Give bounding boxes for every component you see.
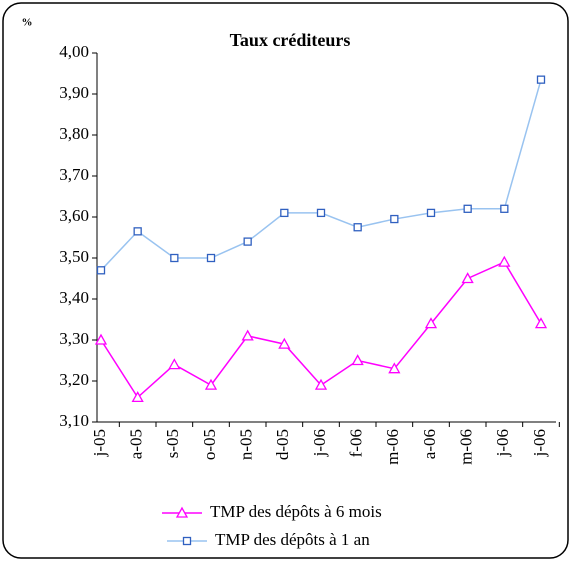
point-marker	[461, 272, 474, 284]
x-tick-label: j-06	[493, 429, 512, 457]
point-marker	[206, 253, 216, 263]
point-marker	[390, 214, 399, 224]
point-marker	[351, 354, 364, 366]
point-marker	[498, 255, 511, 267]
x-tick-label: s-05	[163, 429, 182, 458]
point-marker	[133, 227, 142, 236]
y-tick-label: 3,60	[59, 206, 89, 225]
point-marker	[536, 75, 546, 84]
point-marker	[426, 208, 436, 218]
point-marker	[131, 391, 144, 403]
chart-title: Taux créditeurs	[230, 30, 351, 50]
point-marker	[280, 208, 289, 218]
x-tick-label: f-06	[347, 429, 366, 457]
point-marker	[168, 358, 181, 370]
point-marker	[170, 253, 179, 263]
point-marker	[241, 329, 254, 341]
point-marker	[243, 237, 252, 246]
x-tick-label: m-06	[383, 429, 402, 465]
y-tick-label: 3,20	[59, 370, 89, 389]
point-marker	[463, 204, 472, 213]
y-tick-label: 3,90	[59, 83, 89, 102]
legend-label: TMP des dépôts à 1 an	[215, 530, 370, 549]
point-marker	[314, 378, 328, 390]
point-marker	[204, 378, 218, 390]
y-tick-label: 3,30	[59, 329, 89, 348]
x-tick-label: m-06	[457, 429, 476, 465]
point-marker	[353, 223, 362, 232]
x-tick-label: j-06	[530, 429, 549, 457]
y-axis-label: %	[22, 17, 33, 29]
y-tick-label: 3,50	[59, 247, 89, 266]
x-tick-label: j-05	[90, 429, 109, 457]
y-tick-label: 4,00	[59, 42, 89, 61]
point-marker	[500, 204, 509, 213]
x-tick-label: j-06	[310, 429, 329, 457]
point-marker	[388, 362, 401, 374]
point-marker	[424, 317, 438, 329]
y-tick-label: 3,80	[59, 124, 89, 143]
x-tick-label: o-05	[200, 429, 219, 460]
point-marker	[96, 266, 106, 275]
legend-label: TMP des dépôts à 6 mois	[210, 502, 382, 521]
x-tick-label: a-05	[127, 429, 146, 459]
point-marker	[534, 317, 548, 329]
point-marker	[94, 333, 108, 345]
x-tick-label: a-06	[420, 429, 439, 459]
y-tick-label: 3,10	[59, 411, 89, 430]
x-tick-label: n-05	[237, 429, 256, 460]
y-tick-label: 3,40	[59, 288, 89, 307]
y-tick-label: 3,70	[59, 165, 89, 184]
legend-marker	[175, 506, 189, 518]
point-marker	[316, 208, 326, 218]
point-marker	[278, 337, 291, 349]
legend-marker	[182, 536, 192, 546]
x-tick-label: d-05	[273, 429, 292, 460]
